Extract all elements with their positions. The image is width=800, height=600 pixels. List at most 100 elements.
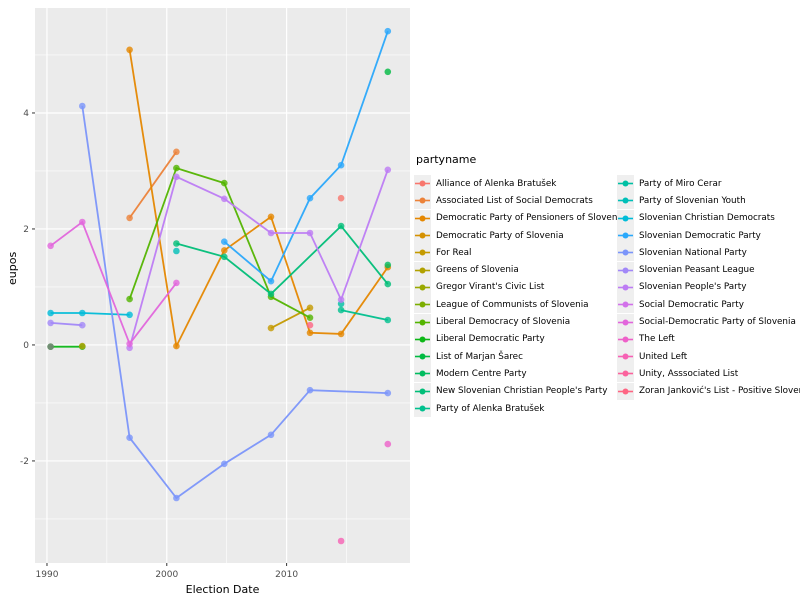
series-line bbox=[128, 151, 178, 219]
legend-key-icon bbox=[617, 227, 634, 245]
data-point bbox=[79, 218, 86, 226]
data-point bbox=[126, 295, 133, 303]
legend-item: League of Communists of Slovenia bbox=[414, 296, 617, 314]
y-tick-label: 2 bbox=[23, 225, 29, 235]
legend: partyname Alliance of Alenka Bratušek Ass… bbox=[414, 153, 800, 417]
data-point bbox=[79, 342, 86, 350]
data-point bbox=[173, 240, 180, 247]
legend-key-icon bbox=[414, 400, 431, 417]
legend-item-label: Slovenian Christian Democrats bbox=[639, 213, 775, 224]
x-axis-title: Election Date bbox=[185, 583, 260, 596]
data-point bbox=[221, 238, 228, 245]
legend-item: Slovenian Peasant League bbox=[617, 261, 798, 279]
data-point bbox=[173, 494, 180, 502]
legend-item: Slovenian People's Party bbox=[617, 278, 798, 296]
data-point bbox=[337, 537, 345, 545]
data-point bbox=[384, 280, 392, 288]
data-point bbox=[337, 222, 345, 230]
legend-item-label: Democratic Party of Slovenia bbox=[436, 230, 564, 241]
data-point bbox=[79, 102, 86, 110]
legend-item: Modern Centre Party bbox=[414, 365, 617, 383]
legend-item-label: Slovenian People's Party bbox=[639, 282, 747, 293]
legend-item-label: Party of Slovenian Youth bbox=[639, 195, 746, 206]
legend-item-label: Social-Democratic Party of Slovenia bbox=[639, 317, 796, 328]
legend-item: Party of Miro Cerar bbox=[617, 175, 798, 193]
legend-item: Democratic Party of Slovenia bbox=[414, 227, 617, 245]
legend-item-label: Social Democratic Party bbox=[639, 299, 744, 310]
legend-key-icon bbox=[617, 261, 634, 279]
legend-item: Slovenian National Party bbox=[617, 244, 798, 262]
legend-key-icon bbox=[617, 175, 634, 193]
legend-key-icon bbox=[617, 278, 634, 296]
legend-item: Zoran Janković's List - Positive Sloveni… bbox=[617, 382, 800, 400]
data-point bbox=[126, 434, 133, 442]
legend-item-label: For Real bbox=[436, 247, 472, 258]
data-point bbox=[47, 319, 54, 327]
legend-key-icon bbox=[414, 175, 431, 193]
legend-key-icon bbox=[617, 313, 634, 331]
legend-item-label: Modern Centre Party bbox=[436, 368, 527, 379]
legend-title: partyname bbox=[416, 153, 477, 166]
data-point bbox=[306, 321, 314, 329]
data-point bbox=[384, 68, 392, 76]
data-point bbox=[337, 161, 345, 169]
legend-item: Social-Democratic Party of Slovenia bbox=[617, 313, 798, 331]
legend-key-icon bbox=[617, 209, 634, 227]
legend-item-label: Slovenian National Party bbox=[639, 247, 747, 258]
y-tick-label: 4 bbox=[23, 109, 29, 119]
legend-item-label: List of Marjan Šarec bbox=[436, 351, 523, 362]
data-point bbox=[337, 194, 345, 202]
data-point bbox=[126, 311, 133, 319]
data-point bbox=[221, 253, 228, 261]
legend-key-icon bbox=[414, 209, 431, 227]
legend-columns: Alliance of Alenka Bratušek Associated Li… bbox=[414, 175, 800, 417]
legend-item-label: Slovenian Peasant League bbox=[639, 265, 755, 276]
legend-key-icon bbox=[617, 296, 634, 314]
data-point bbox=[173, 164, 180, 172]
data-point bbox=[384, 440, 392, 448]
legend-item-label: Democratic Party of Pensioners of Sloven… bbox=[436, 213, 626, 224]
legend-item: Associated List of Social Democrats bbox=[414, 192, 617, 210]
legend-item-label: United Left bbox=[639, 351, 688, 362]
data-point bbox=[306, 386, 314, 394]
legend-key-icon bbox=[617, 382, 634, 400]
legend-key-icon bbox=[617, 365, 634, 383]
data-point bbox=[173, 148, 180, 156]
data-point bbox=[384, 27, 392, 35]
legend-key-icon bbox=[414, 382, 431, 400]
data-point bbox=[47, 343, 54, 351]
x-tick-label: 1990 bbox=[36, 570, 59, 580]
data-point bbox=[173, 173, 180, 181]
y-axis-title: eupos bbox=[6, 251, 19, 285]
legend-item: Gregor Virant's Civic List bbox=[414, 278, 617, 296]
legend-item-label: The Left bbox=[639, 334, 675, 345]
data-point bbox=[126, 340, 133, 348]
legend-key-icon bbox=[617, 330, 634, 348]
data-point bbox=[79, 321, 86, 329]
y-tick-label: 0 bbox=[23, 341, 29, 351]
series-line bbox=[270, 307, 311, 329]
legend-key-icon bbox=[414, 348, 431, 366]
legend-key-icon bbox=[414, 261, 431, 279]
plot-panel bbox=[35, 8, 410, 563]
data-point bbox=[306, 229, 314, 237]
data-point bbox=[306, 314, 314, 322]
data-point bbox=[267, 324, 275, 332]
data-point bbox=[384, 389, 392, 397]
legend-item: Slovenian Christian Democrats bbox=[617, 209, 798, 227]
data-point bbox=[267, 290, 275, 298]
legend-item: The Left bbox=[617, 330, 798, 348]
x-tick-label: 2000 bbox=[155, 570, 178, 580]
legend-item: Slovenian Democratic Party bbox=[617, 227, 798, 245]
legend-item-label: Slovenian Democratic Party bbox=[639, 230, 761, 241]
legend-col-2: Party of Miro Cerar Party of Slovenian Yo… bbox=[617, 175, 800, 417]
data-point bbox=[306, 194, 314, 202]
y-tick-label: -2 bbox=[20, 457, 29, 467]
data-point bbox=[47, 242, 54, 250]
legend-item: Democratic Party of Pensioners of Sloven… bbox=[414, 209, 625, 227]
legend-item: Greens of Slovenia bbox=[414, 261, 617, 279]
legend-item: List of Marjan Šarec bbox=[414, 348, 617, 366]
data-point bbox=[306, 329, 314, 337]
legend-item-label: Gregor Virant's Civic List bbox=[436, 282, 545, 293]
